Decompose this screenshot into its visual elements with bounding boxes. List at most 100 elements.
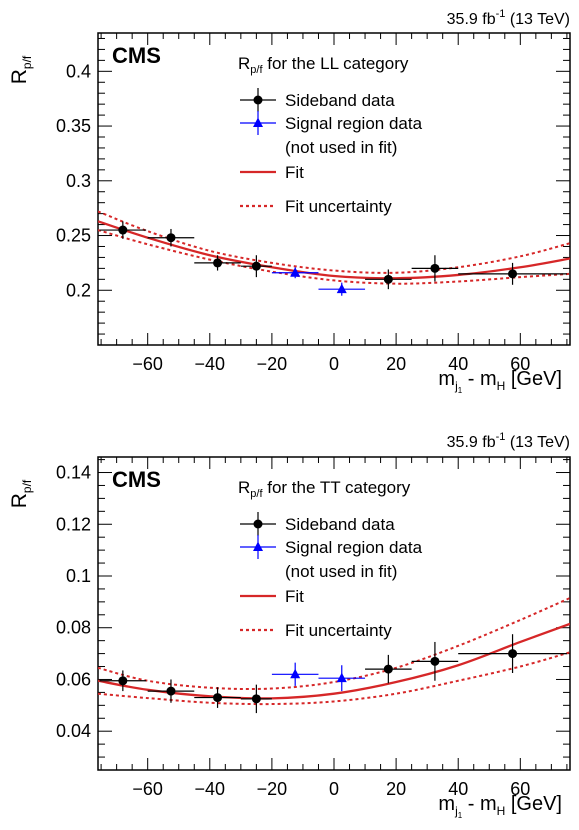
plot-frame (97, 456, 571, 771)
x-axis-title-unit: [GeV] (505, 368, 562, 390)
x-axis-title-subsub: 1 (458, 386, 463, 395)
sideband-point (147, 228, 195, 247)
legend-title-main: R (238, 54, 250, 73)
x-axis-title-sub2: H (497, 379, 506, 393)
y-tick-label: 0.12 (56, 514, 91, 534)
sideband-point (194, 687, 241, 708)
lumi-label: 35.9 fb-1 (13 TeV) (447, 431, 570, 451)
y-axis-title-main: R (8, 493, 31, 508)
y-tick-label: 0.06 (56, 669, 91, 689)
lumi-label: 35.9 fb-1 (13 TeV) (447, 8, 570, 28)
legend-label: Fit (285, 163, 304, 182)
fit-uncertainty-upper (98, 210, 570, 274)
lumi-label-main: 35.9 fb (447, 11, 496, 28)
chart-panel-2: −60 −40 −20 0 20 40 60 0.04 0.06 0.08 0.1 0.12 0.14 R… (8, 431, 571, 820)
legend-title-sub: p/f (250, 64, 263, 76)
lumi-label-main: 35.9 fb (447, 434, 496, 451)
legend-label: Fit uncertainty (285, 197, 392, 216)
legend-entry-2: Signal region data (not used in fit) (240, 111, 423, 157)
x-tick-label: 60 (510, 779, 530, 799)
y-tick-label: 0.3 (66, 171, 91, 191)
legend-title: Rp/f for the TT category (238, 478, 411, 500)
y-axis-title: Rp/f (8, 55, 34, 84)
legend-entry-1: Sideband data (240, 88, 395, 112)
y-tick-label: 0.04 (56, 721, 91, 741)
lumi-label-energy: (13 TeV) (505, 11, 570, 28)
data-marker-circle (508, 269, 518, 279)
data-marker-circle (430, 656, 440, 666)
x-axis-title-sub2: H (497, 804, 506, 818)
fit-curve (98, 220, 570, 280)
x-tick-label: −40 (195, 354, 226, 374)
legend-title-main: R (238, 478, 250, 497)
fit-uncertainty-lower (98, 229, 570, 285)
y-tick-label: 0.2 (66, 280, 91, 300)
data-marker-circle (118, 676, 128, 686)
sideband-point (365, 269, 412, 290)
legend-title: Rp/f for the LL category (238, 54, 409, 76)
y-axis-title-sub: p/f (20, 479, 34, 493)
y-tick-label: 0.08 (56, 618, 91, 638)
data-marker-circle (118, 225, 128, 235)
fit-uncertainty-lower (98, 651, 570, 706)
legend-title-rest: for the TT category (263, 478, 411, 497)
lumi-label-sup: -1 (496, 8, 506, 20)
signal-region-point (271, 662, 319, 686)
cms-label: CMS (112, 43, 161, 68)
data-marker-circle (251, 694, 261, 704)
lumi-label-energy: (13 TeV) (505, 434, 570, 451)
legend-marker-triangle (253, 117, 263, 127)
sideband-point (240, 684, 272, 714)
x-tick-label: 20 (386, 354, 406, 374)
sideband-point (411, 641, 459, 681)
data-marker-circle (508, 649, 518, 659)
x-tick-label: −20 (257, 779, 288, 799)
data-marker-circle (251, 261, 261, 271)
x-tick-label: −60 (132, 354, 163, 374)
legend-label: Sideband data (285, 515, 395, 534)
legend-label: Signal region data (285, 538, 423, 557)
x-axis-title-subsub: 1 (458, 811, 463, 820)
x-axis-title-rest: - m (462, 368, 496, 390)
signal-region-point (318, 282, 366, 296)
x-axis-title: mj1 - mH [GeV] (438, 793, 562, 820)
data-marker-triangle (336, 672, 347, 683)
sideband-point (365, 654, 412, 684)
x-tick-label: 0 (329, 779, 339, 799)
x-tick-label: −20 (257, 354, 288, 374)
x-axis-title-sub: j (454, 804, 458, 818)
sideband-point (147, 679, 195, 703)
signal-region-point (271, 267, 319, 279)
legend-label-2: (not used in fit) (285, 562, 397, 581)
data-marker-circle (166, 233, 176, 243)
y-tick-label: 0.14 (56, 463, 91, 483)
data-marker-triangle (290, 668, 301, 679)
sideband-point (99, 670, 147, 692)
legend-entry-2: Signal region data (not used in fit) (240, 535, 423, 581)
chart-panel-1: −60 −40 −20 0 20 40 60 0.2 0.25 0.3 0.35 0.4 Rp/f mj1… (8, 8, 571, 395)
data-marker-circle (166, 686, 176, 696)
x-axis-title-unit: [GeV] (505, 793, 562, 815)
legend-entry-3: Fit (240, 587, 304, 606)
sideband-point (458, 634, 567, 673)
cms-label: CMS (112, 467, 161, 492)
sideband-point (240, 255, 272, 278)
legend-marker-triangle (253, 541, 263, 551)
legend-entry-3: Fit (240, 163, 304, 182)
y-axis-title: Rp/f (8, 479, 34, 508)
data-marker-circle (383, 274, 393, 284)
legend-marker-circle (253, 95, 263, 105)
lumi-label-sup: -1 (496, 431, 506, 443)
legend-label-2: (not used in fit) (285, 138, 397, 157)
x-tick-label: −60 (132, 779, 163, 799)
x-tick-label: 40 (448, 354, 468, 374)
data-marker-triangle (336, 283, 347, 294)
data-marker-circle (213, 693, 223, 703)
x-tick-label: 60 (510, 354, 530, 374)
legend-entry-4: Fit uncertainty (240, 197, 392, 216)
data-marker-circle (383, 664, 393, 674)
x-axis-title-sub: j (454, 379, 458, 393)
data-marker-circle (430, 263, 440, 273)
y-tick-label: 0.4 (66, 61, 91, 81)
